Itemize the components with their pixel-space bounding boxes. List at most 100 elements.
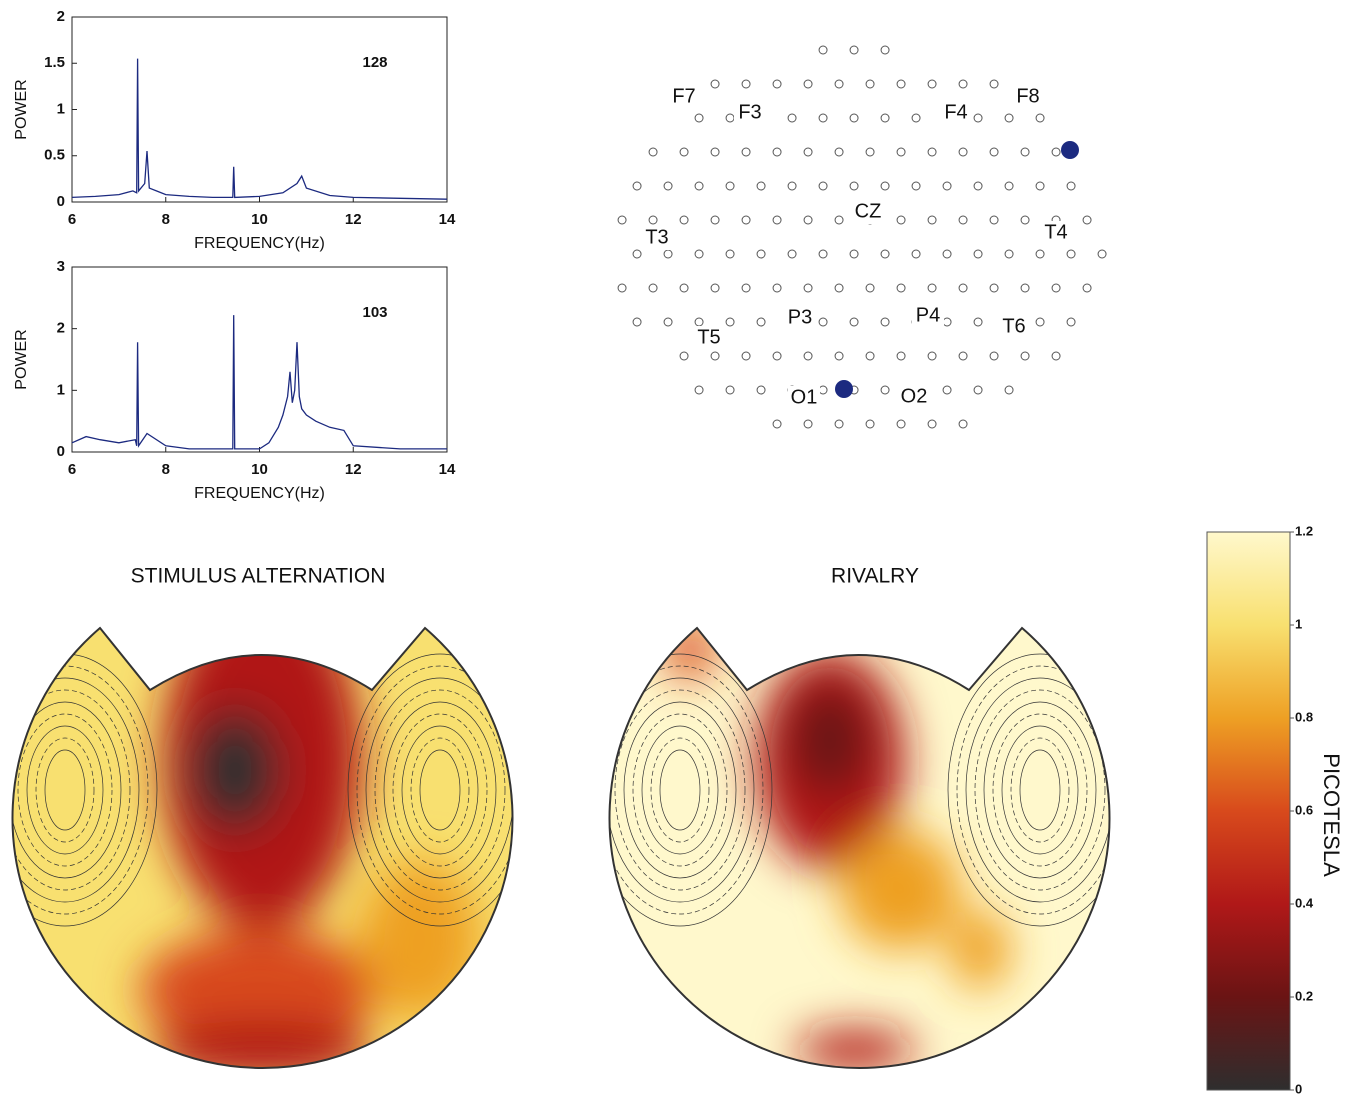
topomap xyxy=(609,628,1110,1068)
x-tick-label: 8 xyxy=(162,211,170,228)
sensor-label-bg xyxy=(852,200,884,224)
sensor-label: O2 xyxy=(901,385,928,407)
sensor xyxy=(911,249,921,259)
contour xyxy=(641,725,719,855)
sensor xyxy=(710,215,720,225)
y-tick-label: 1.5 xyxy=(44,54,65,71)
sensor xyxy=(989,351,999,361)
sensor xyxy=(772,351,782,361)
sensor xyxy=(803,283,813,293)
sensor-label-bg xyxy=(1012,85,1044,109)
sensor xyxy=(1020,283,1030,293)
contour xyxy=(392,713,488,867)
sensor xyxy=(1004,181,1014,191)
sensor xyxy=(834,147,844,157)
sensor xyxy=(663,181,673,191)
sensor xyxy=(694,181,704,191)
sensor-label-bg xyxy=(641,226,673,250)
sensor xyxy=(725,385,735,395)
contour xyxy=(1001,725,1079,855)
x-axis-label: FREQUENCY(Hz) xyxy=(194,485,325,502)
y-tick-label: 0 xyxy=(57,193,65,210)
sensor xyxy=(989,215,999,225)
x-tick-label: 8 xyxy=(162,461,170,478)
sensor-label: F4 xyxy=(944,101,967,123)
colorbar-tick-label: 1.2 xyxy=(1295,523,1313,538)
colorbar xyxy=(1206,531,1291,1091)
sensor xyxy=(1097,249,1107,259)
sensor xyxy=(679,351,689,361)
map-title: RIVALRY xyxy=(831,565,919,588)
sensor xyxy=(632,181,642,191)
sensor xyxy=(896,147,906,157)
sensor xyxy=(927,419,937,429)
topomap-field xyxy=(140,628,480,1068)
sensor xyxy=(927,215,937,225)
topomap-region xyxy=(190,710,280,830)
contour xyxy=(974,689,1106,891)
sensor xyxy=(834,215,844,225)
annotation: 128 xyxy=(362,54,387,71)
topomap-region xyxy=(665,628,715,680)
colorbar-tick-label: 1 xyxy=(1295,616,1302,631)
contour xyxy=(609,653,773,927)
sensor xyxy=(1066,181,1076,191)
sensor xyxy=(927,147,937,157)
sensor-label: F7 xyxy=(672,85,695,107)
sensor xyxy=(1020,147,1030,157)
contour xyxy=(374,689,506,891)
sensor xyxy=(710,79,720,89)
sensor-label-bg xyxy=(734,101,766,125)
sensor xyxy=(880,385,890,395)
contour xyxy=(365,677,513,903)
sensor xyxy=(787,113,797,123)
sensor xyxy=(834,283,844,293)
contour xyxy=(383,701,497,879)
sensor xyxy=(1035,181,1045,191)
sensor-selected xyxy=(835,380,853,398)
sensor xyxy=(1051,283,1061,293)
sensor xyxy=(756,385,766,395)
sensor xyxy=(865,283,875,293)
sensor xyxy=(818,385,828,395)
y-tick-label: 2 xyxy=(57,8,65,25)
contour xyxy=(609,677,755,903)
sensor xyxy=(958,215,968,225)
sensor xyxy=(1035,113,1045,123)
sensor xyxy=(818,317,828,327)
sensor xyxy=(849,45,859,55)
sensor-label: F3 xyxy=(738,101,761,123)
sensor xyxy=(772,419,782,429)
sensor xyxy=(865,79,875,89)
sensor-label-bg xyxy=(898,385,930,409)
y-tick-label: 0.5 xyxy=(44,147,65,164)
sensor xyxy=(1035,317,1045,327)
sensor xyxy=(772,147,782,157)
sensor xyxy=(973,385,983,395)
sensor xyxy=(741,215,751,225)
spectrum-line xyxy=(71,58,448,200)
sensor xyxy=(694,385,704,395)
sensor xyxy=(756,181,766,191)
sensor xyxy=(710,147,720,157)
sensor xyxy=(725,317,735,327)
sensor xyxy=(849,249,859,259)
sensor xyxy=(818,249,828,259)
sensor xyxy=(741,351,751,361)
annotation: 103 xyxy=(362,304,387,321)
sensor xyxy=(958,419,968,429)
sensor xyxy=(772,79,782,89)
sensor xyxy=(896,215,906,225)
sensor xyxy=(880,317,890,327)
sensor xyxy=(896,419,906,429)
sensor xyxy=(1020,351,1030,361)
sensor-label: CZ xyxy=(855,200,882,222)
x-tick-label: 12 xyxy=(345,211,362,228)
contour xyxy=(992,713,1088,867)
sensor-label: P3 xyxy=(788,306,812,328)
topomap xyxy=(12,628,513,1068)
contour xyxy=(623,701,737,879)
sensor-label: O1 xyxy=(791,386,818,408)
sensor xyxy=(942,317,952,327)
sensor xyxy=(1035,249,1045,259)
